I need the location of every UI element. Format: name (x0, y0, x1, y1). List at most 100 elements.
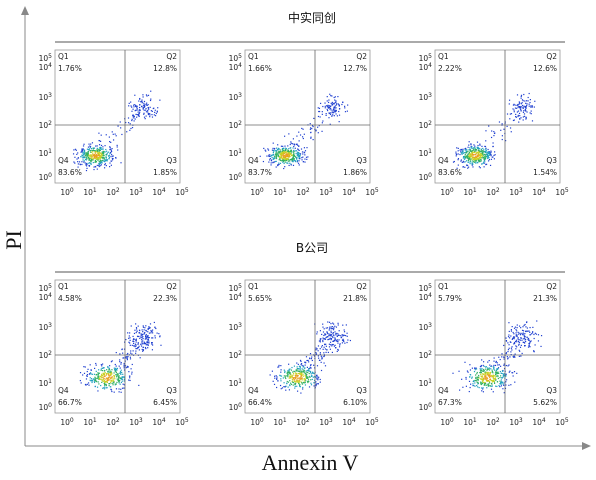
event-dot (290, 376, 292, 378)
x-arrow (582, 442, 591, 450)
event-dot (103, 158, 105, 160)
event-dot (503, 374, 505, 376)
event-dot (521, 99, 524, 101)
event-dot (276, 151, 278, 153)
quadrant-name: Q1 (58, 282, 69, 291)
event-dot (117, 149, 119, 151)
event-dot (95, 145, 97, 147)
event-dot (278, 152, 280, 154)
event-dot (310, 382, 312, 384)
event-dot (468, 154, 470, 157)
event-dot (83, 150, 86, 152)
event-dot (85, 159, 87, 161)
event-dot (94, 379, 97, 381)
event-dot (524, 333, 526, 335)
event-dot (469, 156, 471, 158)
event-dot (334, 111, 336, 113)
event-dot (487, 368, 489, 370)
event-dot (109, 386, 111, 388)
event-dot (522, 111, 525, 113)
tick-label: 101 (39, 378, 53, 388)
event-dot (147, 334, 149, 337)
event-dot (146, 104, 148, 106)
event-dot (335, 334, 337, 336)
event-dot (140, 333, 142, 335)
tick-label: 100 (419, 172, 433, 182)
event-dot (126, 365, 128, 367)
event-dot (517, 115, 519, 118)
event-dot (503, 128, 505, 130)
event-dot (322, 340, 324, 343)
event-dot (300, 382, 303, 384)
event-dot (293, 155, 295, 157)
event-dot (328, 329, 330, 331)
tick-base: 10 (39, 54, 49, 63)
event-dot (467, 157, 470, 159)
event-dot (475, 376, 477, 378)
event-dot (269, 157, 271, 160)
event-dot (104, 161, 106, 163)
event-dot (525, 102, 527, 104)
event-dot (102, 157, 104, 159)
event-dot (471, 153, 473, 155)
tick-label: 104 (39, 62, 53, 72)
event-dot (138, 332, 140, 334)
event-dot (147, 328, 149, 331)
event-dot (143, 112, 145, 114)
event-dot (102, 159, 104, 161)
event-dot (86, 163, 88, 166)
quadrant-name: Q2 (356, 52, 367, 61)
event-dot (485, 380, 488, 382)
event-dot (93, 381, 96, 384)
event-dot (290, 141, 292, 143)
event-dot (487, 371, 489, 374)
event-dot (300, 148, 303, 150)
event-dot (133, 104, 135, 106)
event-dot (120, 127, 122, 129)
tick-base: 10 (486, 418, 496, 427)
event-dot (331, 101, 333, 104)
event-dot (147, 331, 149, 333)
event-dot (335, 101, 337, 103)
event-dot (96, 164, 98, 167)
event-dot (142, 349, 145, 351)
event-dot (321, 111, 323, 113)
event-dot (135, 113, 137, 115)
event-dot (290, 377, 292, 379)
event-dot (494, 378, 496, 380)
event-dot (476, 151, 479, 154)
event-dot (487, 372, 489, 374)
event-dot (498, 384, 500, 387)
event-dot (140, 343, 142, 346)
event-dot (508, 334, 510, 336)
event-dot (310, 136, 312, 138)
event-dot (503, 356, 506, 358)
event-dot (137, 347, 139, 349)
event-dot (128, 102, 130, 104)
event-dot (528, 103, 530, 105)
event-dot (457, 150, 459, 152)
event-dot (270, 164, 272, 166)
event-dot (138, 100, 140, 102)
event-dot (475, 150, 477, 152)
event-dot (87, 162, 89, 165)
event-dot (495, 385, 497, 387)
event-dot (517, 341, 519, 343)
event-dot (282, 159, 284, 161)
event-dot (92, 159, 94, 161)
event-dot (94, 385, 96, 387)
event-dot (493, 381, 496, 383)
tick-label: 105 (555, 187, 569, 197)
event-dot (505, 379, 508, 381)
quadrant-name: Q3 (356, 156, 367, 165)
event-dot (319, 339, 321, 341)
event-dot (478, 158, 480, 161)
event-dot (481, 157, 483, 159)
event-dot (297, 162, 300, 164)
event-dot (334, 325, 336, 327)
event-dot (457, 159, 459, 161)
tick-exponent: 5 (48, 283, 52, 290)
event-dot (306, 158, 308, 160)
event-dot (479, 157, 481, 159)
event-dot (91, 148, 93, 150)
